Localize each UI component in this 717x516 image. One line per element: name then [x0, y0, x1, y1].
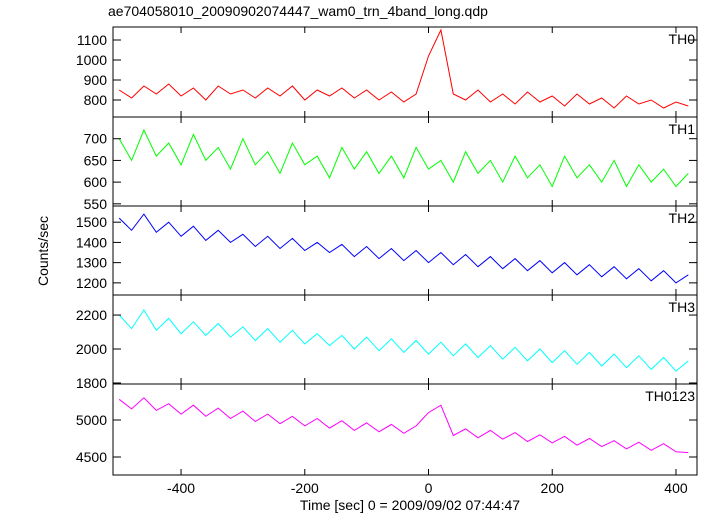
panel-frame [112, 116, 698, 207]
data-line [118, 28, 689, 109]
panel-frame [112, 294, 698, 385]
x-tick-label: -400 [167, 480, 195, 496]
data-line [118, 308, 689, 372]
panel-frame [112, 383, 698, 476]
series-name: TH1 [669, 121, 696, 137]
series-name: TH0 [669, 31, 696, 47]
y-tick-label: 2000 [76, 341, 107, 357]
y-tick-label: 1300 [76, 255, 107, 271]
y-tick-label: 1100 [77, 32, 107, 48]
y-tick-label: 1500 [76, 214, 107, 230]
data-line [118, 213, 689, 284]
data-line [118, 397, 689, 454]
x-tick-label: 200 [541, 480, 565, 496]
x-tick-label: 0 [425, 480, 433, 496]
y-tick-label: 650 [84, 152, 108, 168]
y-tick-label: 1400 [76, 234, 107, 250]
y-axis-label: Counts/sec [35, 216, 51, 286]
series-name: TH2 [669, 210, 696, 226]
panel-frame [112, 26, 698, 118]
y-tick-label: 700 [84, 131, 108, 147]
y-tick-label: 550 [84, 196, 108, 212]
y-tick-label: 1000 [76, 52, 107, 68]
x-tick-label: 400 [664, 480, 688, 496]
y-tick-label: 800 [84, 92, 108, 108]
chart-title: ae704058010_20090902074447_wam0_trn_4ban… [108, 3, 488, 19]
panel-frame [112, 205, 698, 296]
y-tick-label: 5000 [76, 412, 107, 428]
series-name: TH3 [669, 299, 696, 315]
y-tick-label: 900 [84, 72, 108, 88]
series-name: TH0123 [645, 388, 695, 404]
x-axis-label: Time [sec] 0 = 2009/09/02 07:44:47 [300, 497, 520, 513]
y-tick-label: 2200 [76, 307, 107, 323]
y-tick-label: 4500 [76, 449, 107, 465]
data-line [118, 128, 689, 188]
y-tick-label: 1200 [76, 275, 107, 291]
x-tick-label: -200 [291, 480, 319, 496]
y-tick-label: 1800 [76, 375, 107, 391]
y-tick-label: 600 [84, 174, 108, 190]
